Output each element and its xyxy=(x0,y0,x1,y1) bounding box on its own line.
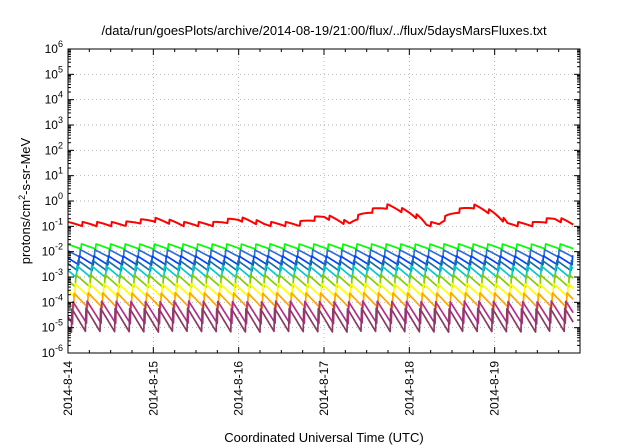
y-tick-label: 101 xyxy=(45,166,63,183)
chart-title: /data/run/goesPlots/archive/2014-08-19/2… xyxy=(101,23,547,38)
y-tick-label: 10-5 xyxy=(42,318,63,335)
x-axis-label: Coordinated Universal Time (UTC) xyxy=(224,430,423,445)
y-axis-label: protons/cm2-s-sr-MeV xyxy=(17,137,33,264)
y-tick-label: 10-2 xyxy=(42,242,63,259)
y-tick-label: 104 xyxy=(45,90,63,107)
x-tick-label: 2014-8-14 xyxy=(61,361,75,416)
series-line xyxy=(67,248,574,259)
y-tick-label: 10-4 xyxy=(42,292,63,309)
series-group xyxy=(67,203,574,333)
x-tick-labels: 2014-8-14 2014-8-15 2014-8-16 2014-8-17 2014… xyxy=(61,361,502,416)
x-tick-label: 2014-8-19 xyxy=(488,361,502,416)
x-tick-label: 2014-8-17 xyxy=(317,361,331,416)
y-tick-labels: 10-6 10-5 10-4 10-3 10-2 10-1 100 101 102 103 104 1… xyxy=(42,39,63,360)
series-line xyxy=(67,264,574,279)
x-tick-label: 2014-8-18 xyxy=(402,361,416,416)
y-tick-label: 102 xyxy=(45,140,63,157)
y-tick-label: 10-6 xyxy=(42,343,63,360)
series-line xyxy=(67,203,574,228)
series-line xyxy=(67,243,574,250)
series-line xyxy=(67,255,574,266)
tick-marks xyxy=(67,48,580,354)
y-tick-label: 106 xyxy=(45,39,63,56)
y-tick-label: 10-1 xyxy=(42,216,63,233)
series-line xyxy=(67,273,574,289)
series-line xyxy=(67,307,574,333)
y-tick-label: 105 xyxy=(45,64,63,81)
y-tick-label: 100 xyxy=(45,191,63,208)
series-line xyxy=(67,300,574,325)
series-line xyxy=(67,291,574,309)
y-tick-label: 10-3 xyxy=(42,267,63,284)
x-tick-label: 2014-8-15 xyxy=(146,361,160,416)
series-line xyxy=(67,259,574,272)
x-tick-label: 2014-8-16 xyxy=(232,361,246,416)
y-tick-label: 103 xyxy=(45,115,63,132)
